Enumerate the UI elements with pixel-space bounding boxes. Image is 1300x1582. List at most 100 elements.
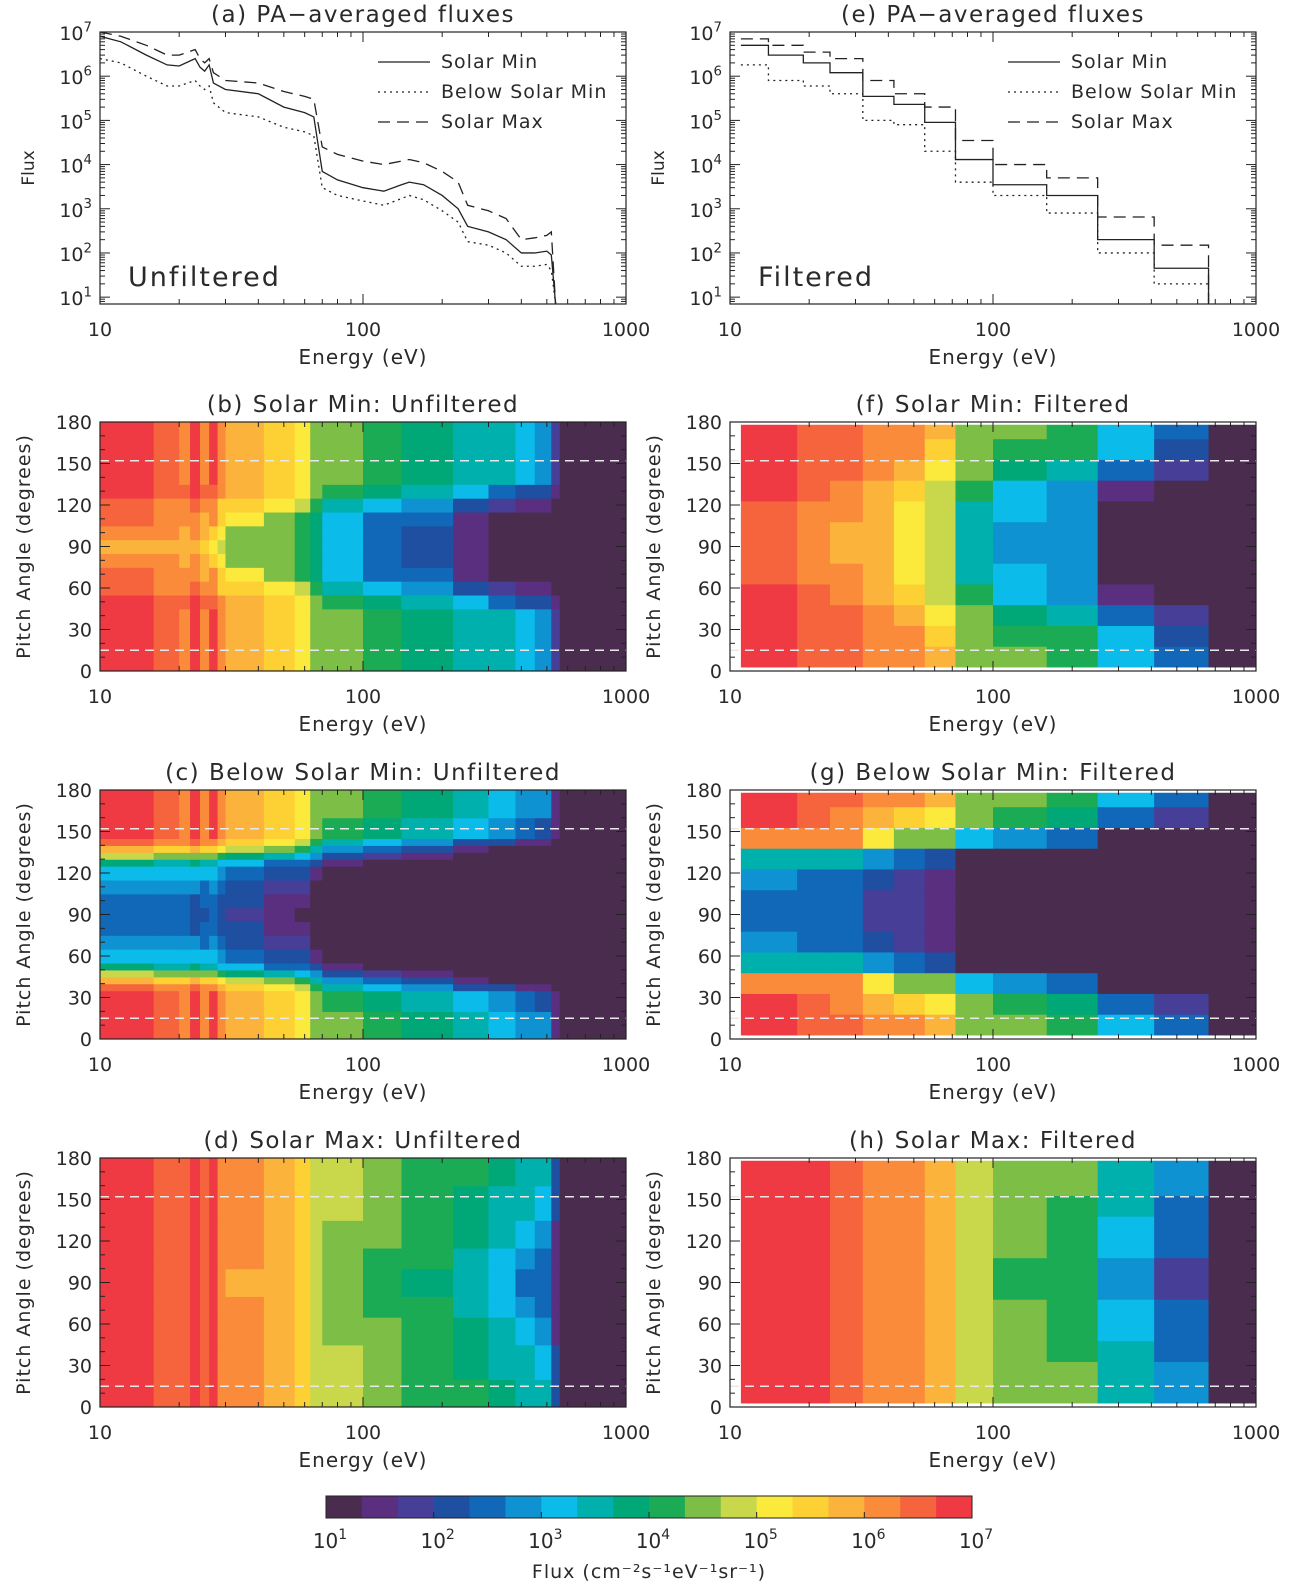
heatmap-cell bbox=[551, 949, 561, 964]
heatmap-cell bbox=[893, 951, 926, 974]
y-tick-label: 105 bbox=[59, 109, 92, 134]
heatmap-cell bbox=[100, 838, 155, 846]
heatmap-cell bbox=[740, 1216, 798, 1238]
heatmap-cell bbox=[551, 845, 561, 853]
heatmap-cell bbox=[1154, 910, 1210, 932]
heatmap-cell bbox=[515, 484, 536, 499]
heatmap-cell bbox=[1154, 459, 1210, 481]
heatmap-cell bbox=[294, 976, 311, 985]
heatmap-cell bbox=[153, 1011, 180, 1039]
heatmap-cell bbox=[217, 893, 227, 909]
y-tick-label: 90 bbox=[68, 905, 92, 927]
heatmap-cell bbox=[363, 1317, 403, 1346]
heatmap-cell bbox=[488, 594, 517, 610]
heatmap-cell bbox=[322, 852, 364, 860]
heatmap-cell bbox=[1208, 438, 1256, 460]
heatmap-cell bbox=[551, 498, 561, 513]
heatmap-cell bbox=[294, 969, 311, 978]
heatmap-cell bbox=[1046, 1195, 1099, 1217]
heatmap-cell bbox=[740, 1014, 798, 1036]
heatmap-cell bbox=[294, 498, 311, 513]
heatmap-cell bbox=[190, 553, 201, 568]
heatmap-cell bbox=[217, 1158, 227, 1187]
y-tick-label: 102 bbox=[689, 241, 722, 266]
heatmap-cell bbox=[153, 1268, 180, 1297]
heatmap-cell bbox=[401, 935, 454, 950]
heatmap-cell bbox=[551, 879, 561, 895]
colorbar-swatch bbox=[577, 1496, 614, 1518]
heatmap-cell bbox=[515, 845, 536, 853]
heatmap-cell bbox=[209, 1185, 219, 1221]
heatmap-cell bbox=[199, 608, 210, 644]
heatmap-cell bbox=[310, 879, 323, 895]
heatmap-cell bbox=[294, 907, 311, 923]
heatmap-cell bbox=[829, 951, 864, 974]
heatmap-cell bbox=[993, 1174, 1048, 1196]
heatmap-cell bbox=[993, 625, 1048, 647]
heatmap-cell bbox=[322, 484, 364, 499]
heatmap-cell bbox=[190, 852, 201, 860]
x-axis: 10 100 1000 Energy (eV) bbox=[88, 790, 650, 1104]
heatmap-cell bbox=[559, 1220, 626, 1249]
heatmap-cell bbox=[453, 866, 490, 881]
heatmap-cell bbox=[190, 1011, 201, 1039]
heatmap-cell bbox=[924, 480, 957, 502]
heatmap-cell bbox=[225, 1185, 265, 1221]
heatmap-cell bbox=[534, 969, 552, 978]
heatmap-cells bbox=[100, 1158, 626, 1407]
heatmap-cell bbox=[740, 848, 798, 870]
heatmap-cell bbox=[559, 866, 626, 881]
heatmap-cell bbox=[190, 838, 201, 846]
colorbar-swatch bbox=[541, 1496, 578, 1518]
heatmap-cell bbox=[322, 1158, 364, 1187]
heatmap-cell bbox=[797, 604, 831, 626]
heatmap-cell bbox=[153, 845, 180, 853]
heatmap-cell bbox=[453, 1268, 490, 1297]
legend-label: Solar Max bbox=[1071, 111, 1174, 133]
heatmap-cell bbox=[955, 848, 994, 870]
heatmap-cell bbox=[100, 1247, 155, 1270]
heatmap-cell bbox=[797, 827, 831, 849]
heatmap-cell bbox=[100, 817, 155, 840]
heatmap-cell bbox=[1154, 604, 1210, 626]
heatmap-cell bbox=[199, 1220, 210, 1249]
x-axis: 10 100 1000 Energy (eV) bbox=[718, 422, 1280, 736]
heatmap-cell bbox=[924, 889, 957, 911]
heatmap-cell bbox=[1097, 1361, 1155, 1383]
panel-annotation: Unfiltered bbox=[128, 262, 281, 293]
heatmap-cell bbox=[209, 976, 219, 985]
heatmap-cell bbox=[559, 1379, 626, 1407]
y-tick-label: 30 bbox=[68, 1356, 92, 1378]
heatmap-cell bbox=[993, 1160, 1048, 1176]
panel-annotation: Filtered bbox=[758, 262, 874, 293]
heatmap-cell bbox=[1208, 792, 1256, 808]
heatmap-cell bbox=[310, 976, 323, 985]
heatmap-cell bbox=[179, 498, 191, 513]
heatmap-cell bbox=[488, 935, 517, 950]
heatmap-cell bbox=[209, 1317, 219, 1346]
heatmap-cell bbox=[100, 935, 155, 950]
heatmap-cell bbox=[1154, 1319, 1210, 1342]
heatmap-cell bbox=[294, 1220, 311, 1249]
heatmap-cell bbox=[551, 907, 561, 923]
heatmap-cell bbox=[829, 972, 864, 994]
heatmap-cell bbox=[209, 866, 219, 881]
y-tick-label: 60 bbox=[68, 578, 92, 600]
y-tick-label: 105 bbox=[689, 109, 722, 134]
heatmap-cell bbox=[153, 790, 180, 819]
heatmap-cell bbox=[924, 972, 957, 994]
heatmap-cell bbox=[862, 459, 895, 481]
heatmap-cell bbox=[217, 422, 227, 451]
heatmap-cell bbox=[217, 921, 227, 936]
heatmap-cell bbox=[190, 643, 201, 671]
heatmap-cell bbox=[488, 893, 517, 909]
heatmap-cell bbox=[310, 539, 323, 555]
heatmap-cell bbox=[100, 539, 155, 555]
heatmap-cell bbox=[199, 852, 210, 860]
x-tick-label: 1000 bbox=[602, 1054, 650, 1076]
heatmap-cell bbox=[488, 921, 517, 936]
heatmap-cell bbox=[225, 817, 265, 840]
heatmap-cell bbox=[310, 422, 323, 451]
heatmap-cell bbox=[551, 594, 561, 610]
heatmap-cell bbox=[1154, 1257, 1210, 1279]
